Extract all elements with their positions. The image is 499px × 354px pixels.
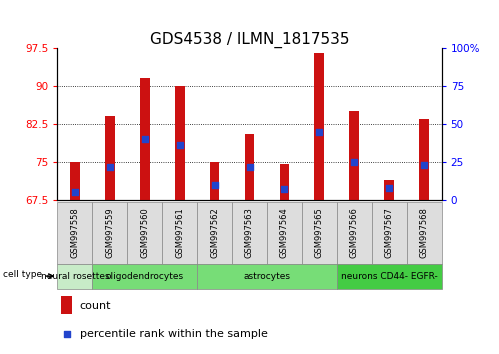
Bar xyxy=(210,162,220,200)
Bar xyxy=(302,202,337,264)
Point xyxy=(350,159,358,165)
Point xyxy=(246,164,253,169)
Bar xyxy=(337,202,372,264)
Bar xyxy=(232,202,267,264)
Point xyxy=(385,185,393,191)
Text: GSM997568: GSM997568 xyxy=(420,207,429,258)
Text: astrocytes: astrocytes xyxy=(244,272,290,281)
Bar xyxy=(61,296,72,314)
Bar xyxy=(140,78,150,200)
Bar xyxy=(267,202,302,264)
Point xyxy=(141,136,149,142)
Text: GSM997566: GSM997566 xyxy=(350,207,359,258)
Bar xyxy=(162,202,197,264)
Bar xyxy=(349,111,359,200)
Bar xyxy=(175,86,185,200)
Text: GSM997562: GSM997562 xyxy=(210,207,219,258)
Point xyxy=(211,182,219,188)
Bar xyxy=(407,202,442,264)
Title: GDS4538 / ILMN_1817535: GDS4538 / ILMN_1817535 xyxy=(150,32,349,48)
Point xyxy=(106,164,114,169)
Text: GSM997560: GSM997560 xyxy=(140,207,149,258)
Text: GSM997564: GSM997564 xyxy=(280,207,289,258)
Bar xyxy=(92,264,197,289)
Bar xyxy=(57,264,92,289)
Point xyxy=(71,190,79,195)
Point xyxy=(420,162,428,168)
Bar xyxy=(245,134,254,200)
Bar xyxy=(197,264,337,289)
Bar xyxy=(419,119,429,200)
Point xyxy=(315,129,323,135)
Bar xyxy=(105,116,115,200)
Text: GSM997563: GSM997563 xyxy=(245,207,254,258)
Bar xyxy=(57,202,92,264)
Text: cell type: cell type xyxy=(3,270,42,279)
Point xyxy=(176,142,184,148)
Bar xyxy=(127,202,162,264)
Point xyxy=(62,332,70,337)
Text: GSM997559: GSM997559 xyxy=(105,207,114,258)
Bar xyxy=(92,202,127,264)
Text: percentile rank within the sample: percentile rank within the sample xyxy=(80,330,267,339)
Text: count: count xyxy=(80,301,111,310)
Text: GSM997567: GSM997567 xyxy=(385,207,394,258)
Text: neurons CD44- EGFR-: neurons CD44- EGFR- xyxy=(341,272,438,281)
Bar xyxy=(384,180,394,200)
Text: oligodendrocytes: oligodendrocytes xyxy=(106,272,184,281)
Bar xyxy=(314,53,324,200)
Text: GSM997561: GSM997561 xyxy=(175,207,184,258)
Text: GSM997565: GSM997565 xyxy=(315,207,324,258)
Bar xyxy=(337,264,442,289)
Bar xyxy=(197,202,232,264)
Bar xyxy=(372,202,407,264)
Text: neural rosettes: neural rosettes xyxy=(40,272,109,281)
Bar xyxy=(70,162,80,200)
Point xyxy=(280,187,288,192)
Text: GSM997558: GSM997558 xyxy=(70,207,79,258)
Bar xyxy=(279,165,289,200)
